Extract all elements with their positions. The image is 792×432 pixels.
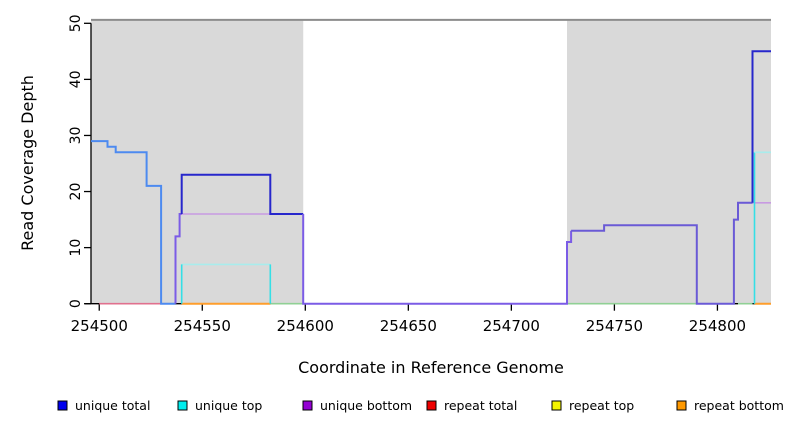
coverage-line-unique-zero-mid — [302, 214, 573, 305]
y-tick-label: 0 — [68, 299, 84, 308]
x-axis-title: Coordinate in Reference Genome — [298, 358, 564, 377]
coverage-lines-layer — [91, 50, 771, 305]
coverage-line-unique-total-plateau-23 — [180, 173, 304, 215]
legend-swatch-repeat-bottom — [676, 400, 687, 411]
coverage-line-unique-total-spike — [751, 50, 771, 203]
legend-swatch-repeat-top — [551, 400, 562, 411]
x-tick-label: 254500 — [71, 317, 128, 335]
coverage-line-unique-bottom-rise-left — [174, 213, 182, 304]
coverage-line-unique-bottom-right — [571, 201, 753, 305]
shaded-region — [91, 19, 304, 304]
legend: unique total unique top unique bottom repea… — [57, 398, 784, 413]
x-tick-label: 254800 — [689, 317, 746, 335]
legend-label-repeat-bottom: repeat bottom — [694, 398, 784, 413]
y-tick-label: 50 — [68, 14, 84, 32]
legend-label-repeat-total: repeat total — [444, 398, 517, 413]
y-tick-label: 40 — [68, 70, 84, 88]
x-tick-label: 254600 — [277, 317, 334, 335]
coverage-line-unique-total-left — [91, 140, 176, 305]
x-tick-label: 254700 — [483, 317, 540, 335]
y-axis-title: Read Coverage Depth — [18, 75, 37, 251]
axes-layer: 0 10 20 30 40 50 254500 254550 254600 254650 25470… — [68, 14, 771, 335]
legend-swatch-repeat-total — [426, 400, 437, 411]
y-tick-label: 10 — [68, 239, 84, 257]
y-tick-label: 30 — [68, 127, 84, 145]
legend-swatch-unique-total — [57, 400, 68, 411]
legend-label-unique-total: unique total — [75, 398, 150, 413]
legend-label-unique-top: unique top — [195, 398, 262, 413]
legend-swatch-unique-bottom — [302, 400, 313, 411]
legend-label-unique-bottom: unique bottom — [320, 398, 412, 413]
x-tick-label: 254550 — [174, 317, 231, 335]
y-tick-label: 20 — [68, 183, 84, 201]
legend-swatch-unique-top — [177, 400, 188, 411]
shaded-regions-layer — [91, 18, 771, 304]
x-tick-label: 254750 — [586, 317, 643, 335]
shaded-region — [567, 19, 771, 304]
x-tick-label: 254650 — [380, 317, 437, 335]
legend-label-repeat-top: repeat top — [569, 398, 634, 413]
